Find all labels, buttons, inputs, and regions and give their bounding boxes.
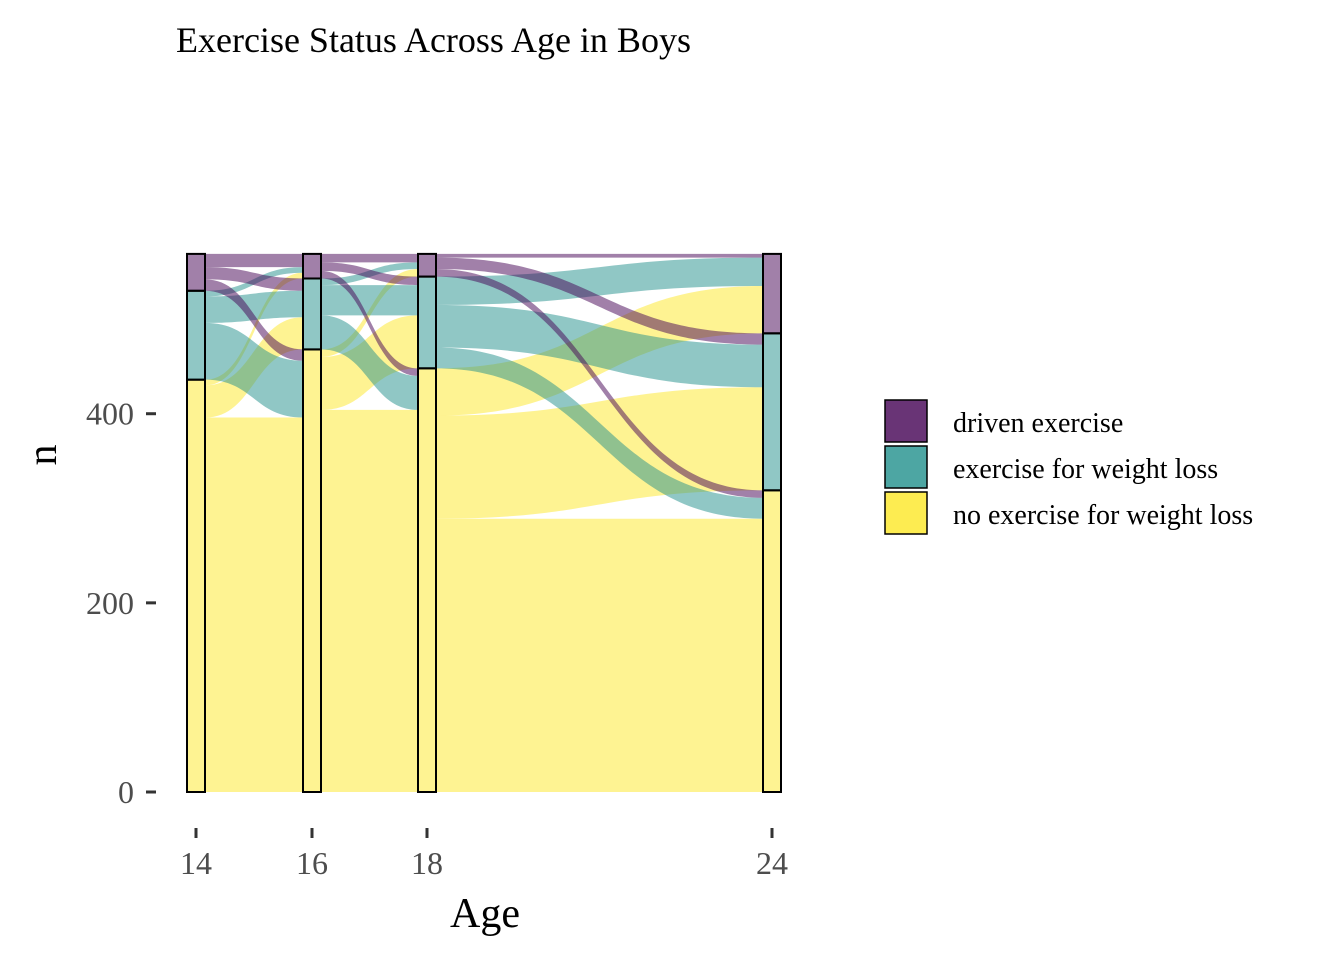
stratum-16-exercise-for-weight-loss bbox=[302, 277, 322, 351]
x-axis-title: Age bbox=[450, 891, 520, 937]
flow-16-18-driven-exercise-to-no-exercise-for-weight-loss bbox=[321, 270, 418, 376]
legend-label-driven-exercise: driven exercise bbox=[953, 408, 1123, 439]
x-tick-label-16: 16 bbox=[296, 845, 328, 881]
stratum-24-exercise-for-weight-loss bbox=[762, 332, 782, 492]
stratum-14-no-exercise-for-weight-loss bbox=[186, 378, 206, 793]
flow-layer bbox=[205, 253, 763, 792]
stratum-24-driven-exercise bbox=[762, 252, 782, 335]
flow-18-24-driven-exercise-to-driven-exercise bbox=[436, 253, 763, 258]
flow-16-18-no-exercise-for-weight-loss-to-no-exercise-for-weight-loss bbox=[321, 409, 418, 792]
stratum-16-driven-exercise bbox=[302, 252, 322, 280]
y-tick-label-0: 0 bbox=[118, 774, 134, 810]
stratum-24-no-exercise-for-weight-loss bbox=[762, 489, 782, 793]
legend-label-exercise-for-weight-loss: exercise for weight loss bbox=[953, 454, 1218, 485]
stratum-18-no-exercise-for-weight-loss bbox=[417, 367, 437, 793]
flow-14-16-driven-exercise-to-driven-exercise bbox=[205, 253, 303, 268]
flow-18-24-exercise-for-weight-loss-to-no-exercise-for-weight-loss bbox=[436, 347, 763, 519]
flow-18-24-driven-exercise-to-exercise-for-weight-loss bbox=[436, 257, 763, 345]
x-tick-label-24: 24 bbox=[756, 845, 788, 881]
stratum-18-exercise-for-weight-loss bbox=[417, 275, 437, 370]
x-tick-label-14: 14 bbox=[180, 845, 212, 881]
flow-18-24-driven-exercise-to-no-exercise-for-weight-loss bbox=[436, 269, 763, 498]
flow-14-16-driven-exercise-to-no-exercise-for-weight-loss bbox=[205, 279, 303, 361]
flow-16-18-exercise-for-weight-loss-to-exercise-for-weight-loss bbox=[321, 285, 418, 316]
flow-18-24-exercise-for-weight-loss-to-exercise-for-weight-loss bbox=[436, 304, 763, 388]
x-axis: 14 16 18 24 bbox=[180, 828, 788, 881]
flow-16-18-driven-exercise-to-exercise-for-weight-loss bbox=[321, 262, 418, 286]
legend-swatch-exercise-for-weight-loss bbox=[884, 445, 928, 489]
y-axis-title: n bbox=[20, 445, 66, 466]
legend-label-no-exercise-for-weight-loss: no exercise for weight loss bbox=[953, 500, 1253, 531]
flow-14-16-no-exercise-for-weight-loss-to-driven-exercise bbox=[205, 272, 303, 386]
flow-16-18-exercise-for-weight-loss-to-no-exercise-for-weight-loss bbox=[321, 315, 418, 410]
stratum-layer bbox=[186, 252, 782, 793]
flow-14-16-driven-exercise-to-exercise-for-weight-loss bbox=[205, 267, 303, 291]
legend-swatch-driven-exercise bbox=[884, 399, 928, 443]
y-tick-label-200: 200 bbox=[86, 585, 134, 621]
flow-14-16-exercise-for-weight-loss-to-exercise-for-weight-loss bbox=[205, 290, 303, 323]
flow-14-16-no-exercise-for-weight-loss-to-no-exercise-for-weight-loss bbox=[205, 417, 303, 792]
y-axis: 0 200 400 bbox=[86, 396, 156, 810]
y-tick-label-400: 400 bbox=[86, 396, 134, 432]
flow-14-16-exercise-for-weight-loss-to-no-exercise-for-weight-loss bbox=[205, 322, 303, 418]
flow-18-24-no-exercise-for-weight-loss-to-no-exercise-for-weight-loss bbox=[436, 518, 763, 792]
stratum-14-exercise-for-weight-loss bbox=[186, 289, 206, 381]
flow-16-18-driven-exercise-to-driven-exercise bbox=[321, 253, 418, 263]
stratum-18-driven-exercise bbox=[417, 252, 437, 278]
stratum-16-no-exercise-for-weight-loss bbox=[302, 348, 322, 793]
chart-title: Exercise Status Across Age in Boys bbox=[176, 20, 691, 60]
legend: driven exercise exercise for weight loss n… bbox=[884, 399, 1253, 535]
legend-swatch-no-exercise-for-weight-loss bbox=[884, 491, 928, 535]
stratum-14-driven-exercise bbox=[186, 252, 206, 292]
x-tick-label-18: 18 bbox=[411, 845, 443, 881]
